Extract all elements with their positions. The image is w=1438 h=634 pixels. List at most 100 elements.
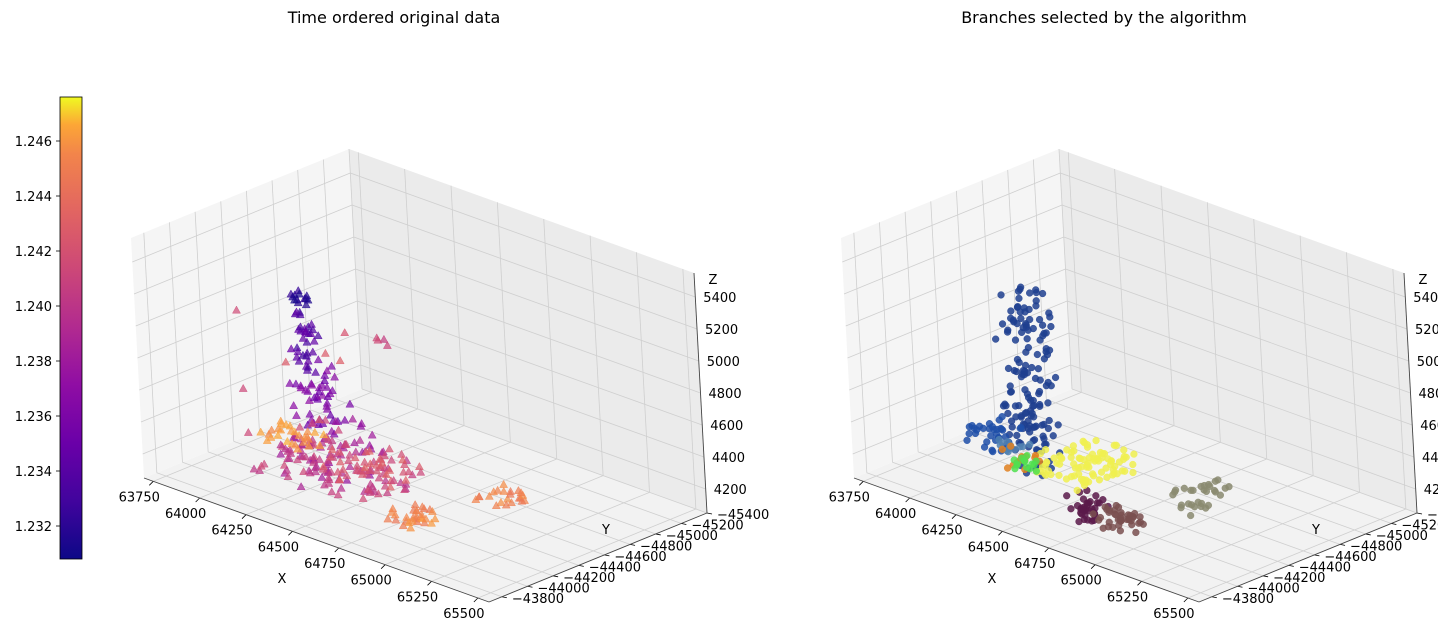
y-tick-label: −44000 — [1247, 581, 1299, 596]
left-y-axis-label: Y — [601, 523, 610, 538]
data-point — [1045, 309, 1053, 317]
data-point — [273, 430, 283, 439]
data-point — [427, 518, 436, 527]
data-point — [335, 447, 345, 456]
right-x-axis-label: X — [988, 572, 997, 587]
data-point — [421, 514, 431, 523]
data-point — [1225, 483, 1233, 491]
y-gridline-floor — [233, 440, 579, 566]
data-point — [358, 494, 368, 502]
x-gridline-floor — [477, 508, 697, 599]
data-point — [1003, 464, 1012, 472]
x-gridline-floor — [153, 391, 372, 482]
data-point — [310, 427, 320, 436]
data-point — [983, 438, 991, 446]
data-point — [1043, 351, 1052, 359]
y-tick-mark — [1314, 554, 1320, 557]
data-point — [307, 319, 316, 328]
data-point — [489, 487, 498, 496]
data-point — [965, 429, 973, 438]
left-x-axis-label: X — [278, 572, 287, 587]
data-point — [373, 335, 383, 344]
x-gridline-floor — [292, 441, 511, 532]
data-point — [1057, 454, 1065, 462]
data-point — [315, 454, 324, 463]
y-gridline-floor — [1071, 388, 1418, 514]
data-point — [1023, 452, 1031, 460]
data-point — [379, 334, 389, 343]
z-gridline-back — [1070, 364, 1416, 490]
data-point — [295, 310, 305, 319]
data-point — [380, 451, 389, 460]
data-point — [1030, 413, 1038, 421]
data-point — [411, 512, 421, 520]
left-chart-title: Time ordered original data — [287, 8, 501, 27]
y-tick-label: −44400 — [589, 560, 641, 575]
data-point — [1055, 471, 1063, 479]
data-point — [507, 498, 516, 506]
data-point — [1120, 446, 1128, 454]
colorbar-tick-label: 1.246 — [15, 135, 52, 150]
data-point — [383, 514, 393, 523]
data-point — [1089, 510, 1097, 518]
z-gridline-side — [140, 332, 360, 423]
colorbar-tick-label: 1.234 — [15, 465, 52, 480]
data-point — [987, 432, 995, 440]
data-point — [406, 523, 415, 532]
y-gridline-floor — [259, 430, 605, 556]
data-point — [301, 300, 311, 309]
data-point — [499, 480, 508, 488]
data-point — [1038, 463, 1047, 471]
data-point — [367, 430, 377, 439]
x-tick-mark — [288, 531, 293, 536]
data-point — [1197, 482, 1205, 491]
data-point — [1082, 478, 1090, 486]
data-point — [1109, 471, 1117, 479]
data-point — [283, 472, 293, 480]
z-gridline-back — [360, 364, 706, 490]
data-point — [1135, 519, 1143, 527]
y-gridline-floor — [310, 409, 656, 535]
data-point — [232, 305, 241, 314]
data-point — [324, 478, 334, 487]
data-point — [1013, 319, 1021, 328]
data-point — [517, 496, 527, 505]
data-point — [1097, 468, 1106, 476]
left-tick-labels: 63750 64000 64250 64500 64750 65000 65250 65500… — [119, 272, 769, 622]
z-tick-label: 4800 — [1419, 387, 1438, 402]
data-point — [307, 380, 317, 389]
data-point — [329, 429, 339, 438]
data-point — [1050, 454, 1058, 462]
data-point — [997, 291, 1005, 299]
z-gridline-side — [137, 268, 356, 359]
data-point — [313, 331, 323, 339]
data-point — [311, 467, 320, 476]
data-point — [1073, 502, 1082, 510]
x-tick-mark — [951, 514, 957, 519]
y-gridline-floor — [892, 461, 1238, 587]
z-gridline-back — [353, 236, 699, 362]
data-point — [1093, 499, 1102, 507]
y-axis-line — [488, 512, 708, 603]
data-point — [1177, 504, 1185, 512]
y-tick-mark — [681, 523, 687, 525]
data-point — [322, 404, 332, 413]
data-point — [304, 434, 313, 443]
x-tick-label: 65250 — [1107, 590, 1148, 605]
data-point — [1077, 463, 1086, 471]
data-point — [267, 425, 276, 434]
data-point — [1118, 467, 1126, 475]
z-tick-label: 4200 — [1424, 483, 1438, 498]
data-point — [401, 479, 411, 488]
data-point — [304, 441, 314, 450]
data-point — [398, 521, 408, 530]
data-point — [286, 448, 296, 457]
data-point — [503, 494, 512, 503]
data-point — [398, 455, 408, 464]
data-point — [1003, 328, 1012, 336]
data-point — [386, 482, 395, 491]
data-point — [311, 367, 320, 376]
data-point — [330, 372, 339, 381]
data-point — [1035, 315, 1044, 324]
data-point — [1022, 348, 1030, 356]
